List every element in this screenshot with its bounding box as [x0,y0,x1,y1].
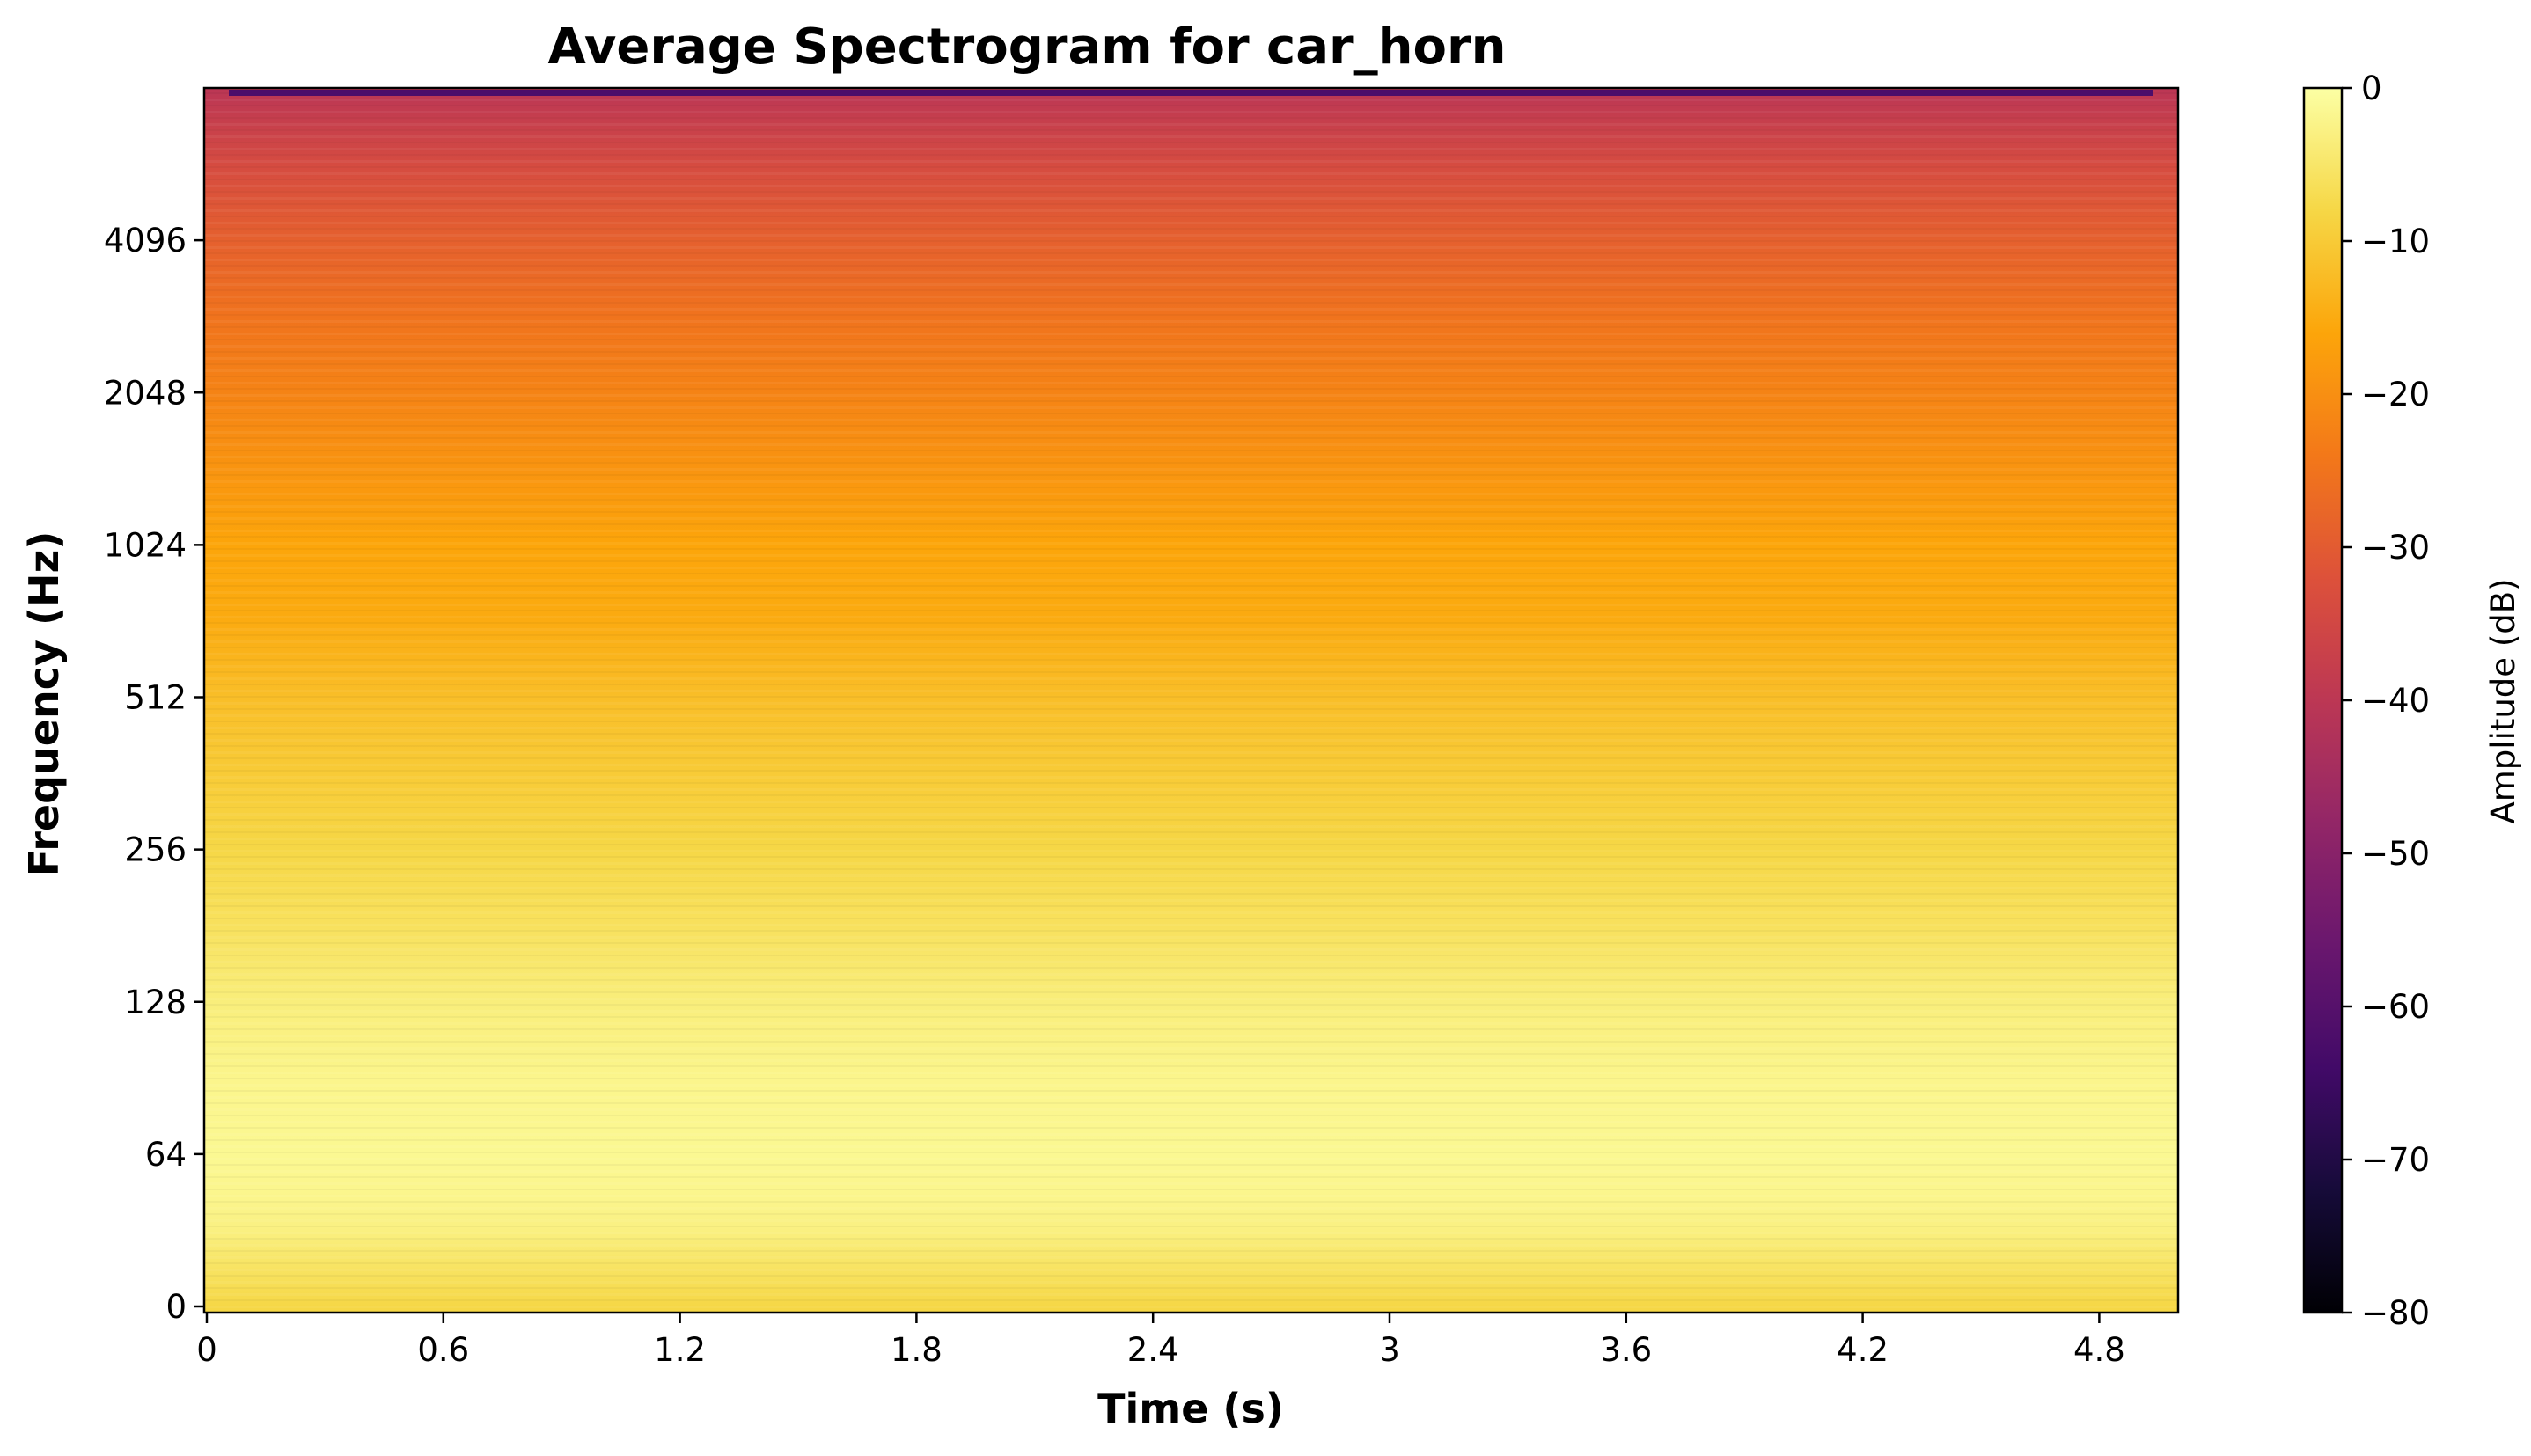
y-tick-label: 1024 [104,526,187,564]
colorbar-tick-label: −50 [2361,835,2430,873]
y-tick-label: 512 [124,679,187,717]
colorbar-tick-label: −70 [2361,1141,2430,1179]
plot-frame [202,86,2180,1314]
colorbar-scale [2304,88,2342,1313]
y-tick-label: 4096 [104,222,187,260]
x-tick-label: 1.8 [891,1331,943,1369]
x-axis: 0 0.6 1.2 1.8 2.4 3 3.6 4.2 4.8 [196,1313,2125,1369]
x-tick-label: 0 [196,1331,217,1369]
y-tick-label: 256 [124,831,187,869]
y-tick-label: 0 [165,1288,187,1326]
colorbar-tick-label: −60 [2361,988,2430,1026]
colorbar-tick-label: −30 [2361,529,2430,567]
colorbar-tick-label: −10 [2361,223,2430,260]
chart-title: Average Spectrogram for car_horn [548,18,1507,76]
y-axis: 0 64 128 256 512 1024 2048 4096 [104,222,204,1326]
x-tick-label: 3 [1379,1331,1400,1369]
colorbar-label: Amplitude (dB) [2484,578,2522,823]
x-tick-label: 4.2 [1837,1331,1889,1369]
spectrogram-texture [204,88,2178,1313]
colorbar: 0 −10 −20 −30 −40 −50 −60 −70 −80 Amplitude (dB) [2302,70,2522,1332]
colorbar-ticks: 0 −10 −20 −30 −40 −50 −60 −70 −80 [2342,70,2430,1332]
colorbar-tick-label: −40 [2361,682,2430,720]
y-tick-label: 2048 [104,374,187,412]
x-tick-label: 3.6 [1600,1331,1652,1369]
x-axis-label: Time (s) [1097,1385,1284,1432]
spectrogram-top-band [229,90,2153,96]
y-tick-label: 128 [124,984,187,1021]
colorbar-tick-label: −20 [2361,376,2430,413]
x-tick-label: 2.4 [1127,1331,1179,1369]
plot-area [202,86,2180,1314]
colorbar-tick-label: 0 [2361,70,2382,107]
x-tick-label: 1.2 [654,1331,706,1369]
x-tick-label: 0.6 [417,1331,469,1369]
y-tick-label: 64 [145,1136,187,1174]
x-tick-label: 4.8 [2073,1331,2125,1369]
colorbar-tick-label: −80 [2361,1294,2430,1332]
y-axis-label: Frequency (Hz) [20,531,68,877]
